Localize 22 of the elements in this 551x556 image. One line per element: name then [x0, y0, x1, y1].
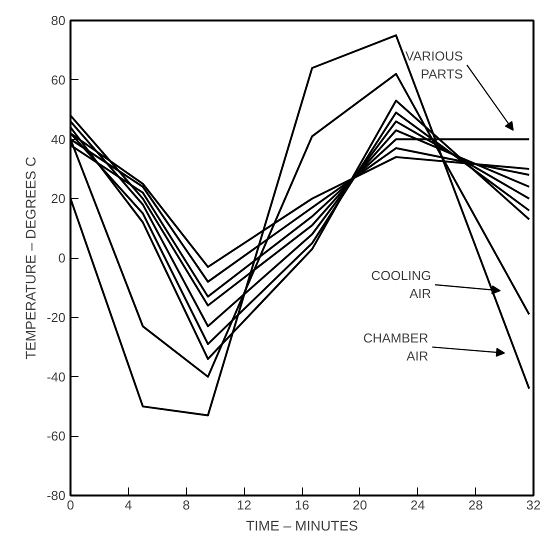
- y-axis-title: TEMPERATURE – DEGREES C: [22, 156, 39, 360]
- x-tick-label: 28: [468, 498, 483, 512]
- annotation: VARIOUS PARTS: [405, 48, 464, 82]
- y-tick-label: 60: [51, 72, 66, 88]
- x-tick-label: 4: [124, 498, 132, 512]
- y-tick-label: 80: [51, 13, 66, 28]
- y-tick-label: 40: [51, 132, 66, 147]
- x-tick-label: 16: [294, 498, 310, 512]
- x-axis-title: TIME – MINUTES: [246, 518, 358, 534]
- x-tick-label: 8: [182, 498, 190, 512]
- y-tick-label: -60: [46, 428, 66, 444]
- y-tick-label: -80: [46, 488, 66, 503]
- x-tick-label: 12: [236, 498, 252, 512]
- annotation: CHAMBER AIR: [363, 330, 428, 364]
- x-tick-label: 24: [410, 498, 425, 512]
- y-tick-label: 0: [58, 250, 66, 266]
- x-tick-label: 32: [526, 498, 541, 512]
- y-tick-label: -40: [46, 369, 66, 384]
- y-tick-label: 20: [51, 191, 66, 206]
- x-tick-label: 20: [352, 498, 368, 512]
- y-tick-label: -20: [46, 310, 66, 325]
- annotation: COOLING AIR: [371, 268, 432, 302]
